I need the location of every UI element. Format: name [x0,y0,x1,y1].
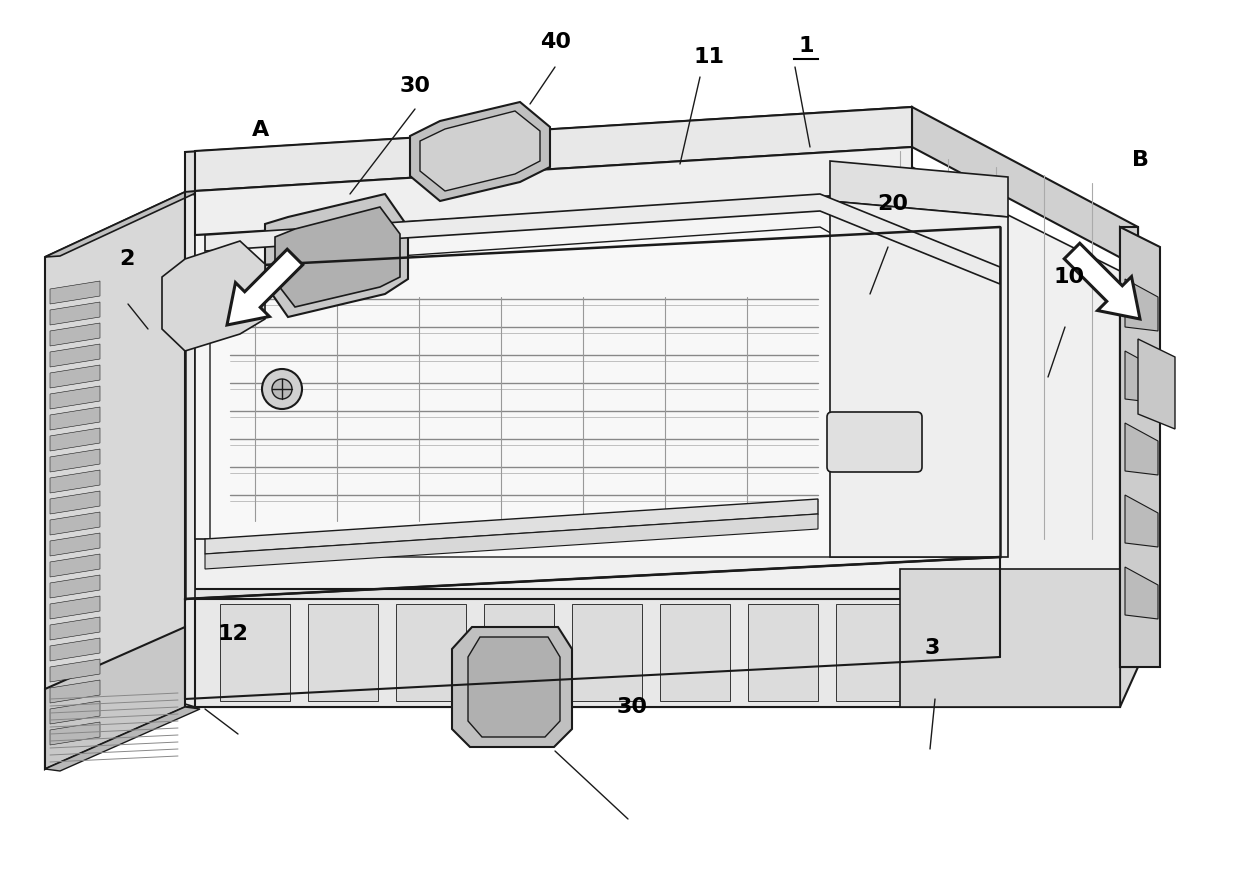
Polygon shape [836,604,906,702]
Polygon shape [1064,244,1140,319]
Polygon shape [50,324,100,346]
Polygon shape [50,722,100,745]
Polygon shape [50,429,100,452]
Polygon shape [50,491,100,515]
Polygon shape [50,345,100,367]
Polygon shape [1125,424,1158,475]
Polygon shape [50,450,100,473]
Polygon shape [265,195,408,317]
Text: 2: 2 [119,249,134,268]
Polygon shape [45,193,185,769]
Polygon shape [50,282,100,304]
Text: 30: 30 [618,696,647,716]
Polygon shape [195,192,900,539]
Polygon shape [1120,228,1138,667]
Polygon shape [1125,352,1158,403]
Polygon shape [50,596,100,619]
Polygon shape [185,589,1120,707]
Polygon shape [900,569,1120,707]
Polygon shape [830,202,1008,558]
Polygon shape [308,604,378,702]
Polygon shape [50,554,100,577]
Polygon shape [1120,228,1138,707]
Polygon shape [50,681,100,703]
Polygon shape [467,638,560,738]
Polygon shape [50,575,100,598]
Text: 20: 20 [878,194,908,213]
Polygon shape [185,108,911,193]
Polygon shape [219,604,290,702]
Text: B: B [1132,150,1149,169]
Text: 3: 3 [925,638,940,657]
Polygon shape [748,604,818,702]
Polygon shape [911,108,1138,267]
Text: 12: 12 [218,624,248,643]
Polygon shape [453,627,572,747]
FancyBboxPatch shape [827,412,923,473]
Text: 1: 1 [799,36,813,55]
Polygon shape [410,103,551,202]
Polygon shape [1120,228,1159,667]
Polygon shape [50,638,100,661]
Polygon shape [50,366,100,389]
Polygon shape [484,604,554,702]
Polygon shape [924,604,994,702]
Polygon shape [1125,280,1158,332]
Polygon shape [45,707,200,771]
Polygon shape [50,617,100,640]
Circle shape [262,369,303,410]
Polygon shape [50,387,100,410]
Polygon shape [210,228,999,558]
Polygon shape [205,195,999,285]
Polygon shape [396,604,466,702]
Polygon shape [195,108,911,192]
Polygon shape [660,604,730,702]
Polygon shape [205,499,818,554]
Polygon shape [50,660,100,682]
Polygon shape [195,148,911,236]
Polygon shape [50,512,100,535]
Circle shape [272,380,291,400]
Polygon shape [195,599,1120,707]
Polygon shape [195,162,1120,630]
Polygon shape [50,533,100,556]
Text: 11: 11 [694,47,724,67]
Polygon shape [50,408,100,431]
Text: 10: 10 [1053,267,1085,286]
Polygon shape [227,250,303,325]
Polygon shape [830,162,1008,217]
Polygon shape [50,470,100,494]
Text: A: A [252,120,269,139]
Polygon shape [45,192,200,258]
Polygon shape [1012,604,1083,702]
Polygon shape [275,208,401,308]
Text: 40: 40 [541,32,570,52]
Polygon shape [195,152,900,236]
Polygon shape [1125,567,1158,619]
Polygon shape [45,627,185,769]
Polygon shape [205,515,818,569]
Text: 30: 30 [399,76,432,96]
Polygon shape [1138,339,1176,430]
Polygon shape [162,242,265,352]
Polygon shape [50,702,100,724]
Polygon shape [50,303,100,325]
Polygon shape [1125,496,1158,547]
Polygon shape [572,604,642,702]
Polygon shape [185,193,195,707]
Polygon shape [420,112,539,192]
